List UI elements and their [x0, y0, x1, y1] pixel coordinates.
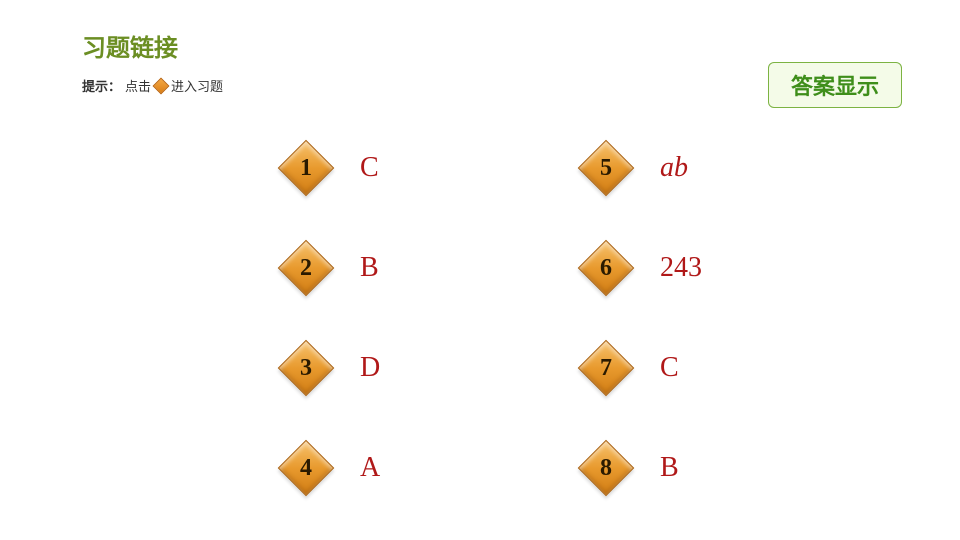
- hint-label: 提示：: [82, 76, 121, 95]
- exercise-number: 8: [580, 442, 632, 494]
- exercise-link-2[interactable]: 2: [280, 242, 332, 294]
- hint-text: 提示： 点击 进入习题: [82, 76, 223, 95]
- answer-text: B: [660, 452, 720, 484]
- exercise-link-8[interactable]: 8: [580, 442, 632, 494]
- exercise-number: 4: [280, 442, 332, 494]
- exercise-link-6[interactable]: 6: [580, 242, 632, 294]
- answer-text: A: [360, 452, 420, 484]
- exercise-item: 4A: [280, 418, 420, 518]
- show-answer-button[interactable]: 答案显示: [768, 62, 902, 108]
- diamond-icon: [153, 77, 170, 94]
- exercise-number: 6: [580, 242, 632, 294]
- exercise-number: 7: [580, 342, 632, 394]
- exercise-item: 6 243: [580, 218, 720, 318]
- answer-text: ab: [660, 152, 720, 184]
- exercise-item: 1C: [280, 118, 420, 218]
- exercise-item: 2B: [280, 218, 420, 318]
- exercise-item: 5 ab: [580, 118, 720, 218]
- answer-text: C: [360, 152, 420, 184]
- exercise-number: 3: [280, 342, 332, 394]
- exercise-item: 3D: [280, 318, 420, 418]
- page-title: 习题链接: [82, 28, 178, 63]
- column-right: 5ab62437C8B: [580, 118, 720, 518]
- answer-text: D: [360, 352, 420, 384]
- exercise-link-5[interactable]: 5: [580, 142, 632, 194]
- exercise-link-7[interactable]: 7: [580, 342, 632, 394]
- answer-text: C: [660, 352, 720, 384]
- exercise-item: 7C: [580, 318, 720, 418]
- exercise-link-3[interactable]: 3: [280, 342, 332, 394]
- hint-post: 进入习题: [171, 76, 223, 95]
- hint-pre: 点击: [125, 76, 151, 95]
- exercise-number: 1: [280, 142, 332, 194]
- exercise-number: 2: [280, 242, 332, 294]
- exercise-item: 8B: [580, 418, 720, 518]
- exercise-link-1[interactable]: 1: [280, 142, 332, 194]
- exercise-link-4[interactable]: 4: [280, 442, 332, 494]
- answer-text: B: [360, 252, 420, 284]
- exercise-number: 5: [580, 142, 632, 194]
- column-left: 1C2B3D4A: [280, 118, 420, 518]
- answer-text: 243: [660, 252, 720, 284]
